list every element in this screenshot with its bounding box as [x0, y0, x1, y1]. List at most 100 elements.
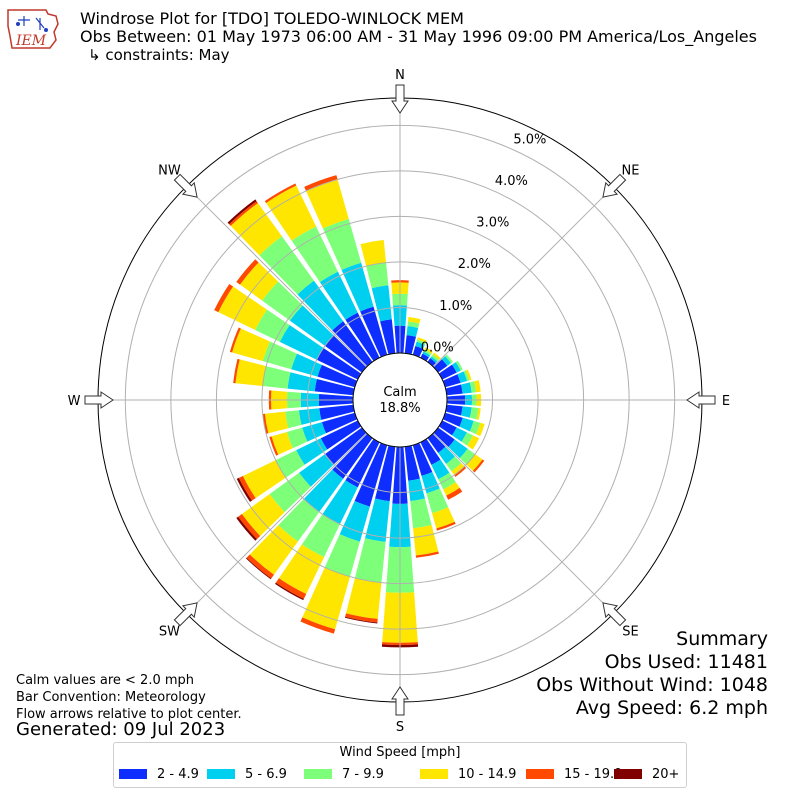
- bar-70-bin-3: [465, 369, 472, 381]
- arrow-icon-n: [391, 84, 409, 114]
- calm-value: 18.8%: [379, 401, 420, 416]
- bar-10-bin-2: [407, 321, 420, 328]
- bar-40-bin-2: [431, 354, 440, 362]
- legend-swatch: [526, 769, 554, 779]
- radial-tick-label: 5.0%: [513, 132, 546, 147]
- legend-swatch: [207, 769, 235, 779]
- bar-230-bin-0: [324, 427, 367, 465]
- legend-swatch: [614, 769, 642, 779]
- bar-210-bin-0: [345, 438, 380, 488]
- bar-10-bin-1: [406, 326, 419, 337]
- obs-without-wind: Obs Without Wind: 1048: [536, 674, 768, 696]
- bar-100-bin-0: [445, 404, 463, 416]
- legend-label: 15 - 19.9: [564, 767, 623, 782]
- bar-290-bin-2: [262, 341, 297, 370]
- bar-250-bin-2: [286, 427, 308, 449]
- bar-200-bin-0: [354, 442, 388, 507]
- bar-200-bin-2: [324, 534, 360, 577]
- bar-250-bin-1: [302, 422, 326, 442]
- bar-230-bin-5: [236, 516, 257, 541]
- bar-140-bin-4: [454, 466, 467, 477]
- bar-250-bin-4: [269, 436, 279, 456]
- bar-70-bin-2: [463, 370, 470, 382]
- legend-item: 5 - 6.9: [207, 767, 287, 782]
- radial-tick-label: 3.0%: [476, 216, 509, 231]
- bar-30-bin-3: [424, 347, 433, 354]
- bar-300-bin-2: [255, 309, 290, 342]
- bar-320-bin-0: [332, 321, 373, 367]
- bar-230-bin-2: [269, 472, 311, 513]
- bar-200-bin-3: [302, 567, 351, 630]
- bar-240-bin-2: [275, 450, 305, 478]
- iem-logo: IEM: [6, 6, 62, 52]
- direction-label-nw: NW: [158, 163, 181, 178]
- bar-210-bin-3: [278, 544, 325, 595]
- generated-date: Generated: 09 Jul 2023: [16, 719, 226, 740]
- bar-140-bin-1: [438, 446, 455, 464]
- bar-240-bin-4: [238, 475, 256, 501]
- bar-20-bin-3: [417, 337, 427, 343]
- legend-item: 7 - 9.9: [304, 767, 384, 782]
- bar-280-bin-4: [233, 358, 240, 384]
- bar-30-bin-0: [420, 353, 429, 362]
- bar-280-bin-2: [262, 366, 291, 389]
- bar-300-bin-4: [214, 284, 234, 313]
- bar-200-bin-1: [339, 501, 370, 542]
- bar-260-bin-4: [262, 413, 269, 434]
- bar-50-bin-1: [441, 356, 452, 366]
- bar-10-bin-0: [404, 335, 416, 355]
- radial-tick-label: 2.0%: [458, 257, 491, 272]
- legend-swatch: [420, 769, 448, 779]
- obs-used: Obs Used: 11481: [604, 651, 768, 673]
- direction-label-s: S: [396, 720, 404, 735]
- bar-300-bin-3: [218, 286, 267, 330]
- bar-190-bin-3: [346, 577, 382, 619]
- bar-350-bin-3: [360, 239, 387, 267]
- bar-20-bin-1: [415, 341, 425, 349]
- bar-280-bin-0: [314, 378, 355, 396]
- bar-130-bin-3: [466, 454, 483, 471]
- bar-60-bin-1: [452, 362, 461, 373]
- arrow-icon-ne: [602, 173, 627, 198]
- bar-320-bin-3: [230, 203, 282, 256]
- grid-spoke: [186, 186, 368, 368]
- bar-330-bin-3: [266, 185, 317, 241]
- bar-240-bin-5: [236, 477, 252, 502]
- legend-label: 2 - 4.9: [157, 767, 199, 782]
- bar-260-bin-1: [298, 408, 322, 425]
- bar-290-bin-1: [291, 353, 322, 377]
- radial-tick-label: 0.0%: [421, 340, 454, 355]
- bar-350-bin-0: [380, 319, 396, 355]
- bar-170-bin-1: [408, 478, 425, 502]
- bar-190-bin-0: [375, 445, 396, 502]
- bar-110-bin-2: [469, 420, 481, 435]
- bar-220-bin-4: [246, 554, 274, 579]
- bar-220-bin-0: [332, 433, 373, 479]
- bar-100-bin-3: [476, 407, 481, 420]
- bar-230-bin-1: [299, 454, 334, 487]
- bar-310-bin-2: [262, 281, 303, 321]
- bar-130-bin-4: [472, 459, 485, 473]
- bar-10-bin-3: [407, 316, 421, 324]
- bar-240-bin-3: [242, 460, 286, 499]
- bar-140-bin-2: [446, 456, 462, 472]
- bar-320-bin-5: [227, 199, 257, 225]
- bar-110-bin-3: [476, 422, 485, 437]
- bar-330-bin-0: [345, 312, 380, 362]
- bar-290-bin-0: [317, 364, 358, 388]
- bar-290-bin-3: [232, 328, 270, 362]
- bar-190-bin-4: [345, 613, 378, 623]
- bar-120-bin-2: [461, 432, 474, 446]
- bar-130-bin-1: [448, 439, 468, 459]
- bar-160-bin-4: [436, 521, 456, 531]
- bar-260-bin-0: [319, 404, 355, 420]
- calm-circle: [352, 352, 448, 448]
- bar-210-bin-5: [275, 582, 304, 601]
- bar-170-bin-2: [410, 498, 432, 529]
- summary-panel: Summary Obs Used: 11481 Obs Without Wind…: [536, 628, 768, 720]
- legend-label: 10 - 14.9: [458, 767, 517, 782]
- bar-330-bin-2: [291, 226, 338, 283]
- bar-320-bin-2: [259, 236, 314, 295]
